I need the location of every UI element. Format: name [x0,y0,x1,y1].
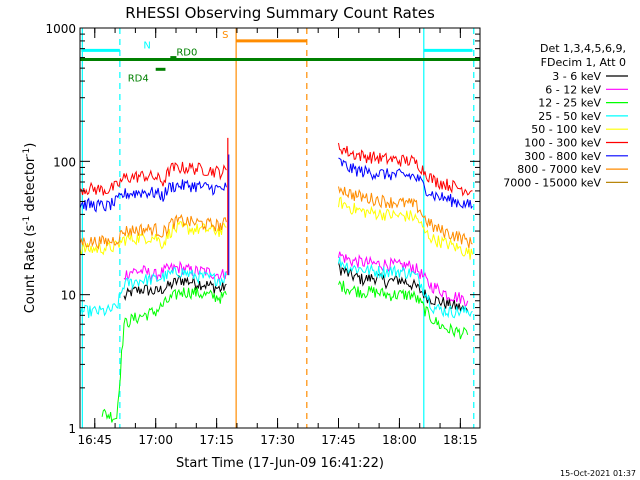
legend-label-7: 800 - 7000 keV [517,163,601,176]
chart-title: RHESSI Observing Summary Count Rates [125,4,435,22]
state-bar-label-n: N [143,40,150,51]
legend-label-3: 25 - 50 keV [538,110,601,123]
legend: Det 1,3,4,5,6,9,FDecim 1, Att 03 - 6 keV… [503,42,628,189]
series-1 [123,251,469,308]
y-tick-label-0: 1 [68,422,76,436]
y-axis-label-sup1: -1 [22,216,32,225]
plot-frame [79,27,481,429]
series-1-segment-0 [123,260,227,283]
y-tick-label-1: 10 [61,289,76,303]
legend-label-6: 300 - 800 keV [524,150,601,163]
legend-header-1: FDecim 1, Att 0 [541,56,626,69]
series-5-segment-1 [338,142,473,197]
axes: 16:45 17:00 17:15 17:30 17:45 18:00 18:15 1 10 10… [45,22,480,447]
y-axis-label-main: Count Rate (s [23,225,38,314]
series-2 [101,280,469,423]
series-7 [79,186,473,250]
x-tick-label-2: 17:15 [199,433,234,447]
series-5-segment-0 [79,161,227,196]
series-4-segment-1 [338,196,473,260]
series-0 [123,262,469,313]
legend-header-0: Det 1,3,4,5,6,9, [540,42,626,55]
y-tick-label-3: 1000 [45,22,76,36]
series-2-segment-1 [338,280,469,340]
legend-label-1: 6 - 12 keV [545,83,601,96]
y-axis-label-mid: detector [23,156,38,216]
state-bar-label-rd4: RD4 [128,73,149,84]
state-bar-label-s: S [222,30,228,41]
x-tick-label-5: 18:00 [382,433,417,447]
y-axis-label-sup2: -1 [22,148,32,157]
series-0-segment-0 [123,274,227,301]
x-tick-label-1: 17:00 [138,433,173,447]
series-6-segment-0 [79,179,227,213]
series-6 [79,157,473,213]
x-tick-label-4: 17:45 [321,433,356,447]
series-2-segment-0 [101,287,227,423]
legend-label-4: 50 - 100 keV [531,123,601,136]
x-tick-label-0: 16:45 [77,433,112,447]
legend-label-5: 100 - 300 keV [524,137,601,150]
state-bars: N S RD0 RD4 [80,30,480,84]
legend-label-0: 3 - 6 keV [552,70,601,83]
series-0-segment-1 [338,262,469,313]
series-3 [79,257,473,319]
series-7-segment-0 [79,213,227,250]
series-6-segment-1 [338,157,473,210]
y-axis-label-end: ) [23,143,38,148]
series-4-segment-0 [79,220,227,256]
series-4 [79,196,473,260]
legend-label-8: 7000 - 15000 keV [503,176,601,189]
state-bar-label-rd0: RD0 [176,48,197,59]
series-3-segment-0 [79,266,227,318]
series-layer [79,137,473,423]
y-axis-label: Count Rate (s-1 detector-1) [22,143,38,314]
x-tick-label-3: 17:30 [260,433,295,447]
y-tick-label-2: 100 [53,155,76,169]
x-tick-label-6: 18:15 [443,433,478,447]
x-axis-label: Start Time (17-Jun-09 16:41:22) [176,456,384,471]
legend-label-2: 12 - 25 keV [538,97,601,110]
series-7-segment-1 [338,186,473,249]
footer-date: 15-Oct-2021 01:37 [560,469,636,478]
series-5 [79,142,473,197]
series-3-segment-1 [338,257,473,319]
series-1-segment-1 [338,251,469,308]
